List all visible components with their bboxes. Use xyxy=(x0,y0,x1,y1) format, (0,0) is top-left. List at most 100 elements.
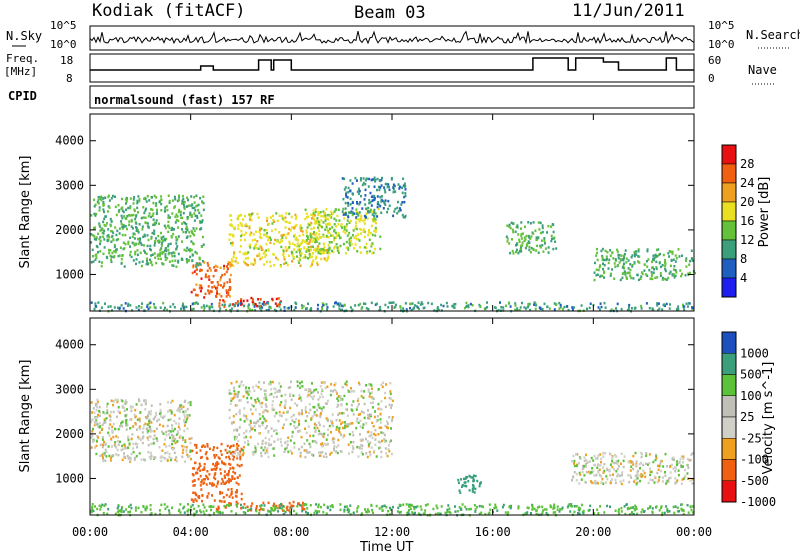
heatmap-cell xyxy=(312,390,315,394)
heatmap-cell xyxy=(249,436,252,439)
heatmap-cell xyxy=(240,229,243,233)
heatmap-cell xyxy=(518,249,521,253)
heatmap-cell xyxy=(327,428,330,431)
heatmap-cell xyxy=(622,465,625,469)
heatmap-cell xyxy=(528,245,531,249)
heatmap-cell xyxy=(390,419,393,423)
heatmap-cell xyxy=(177,259,180,263)
heatmap-cell xyxy=(383,188,386,192)
heatmap-cell xyxy=(207,285,210,288)
heatmap-cell xyxy=(286,248,289,251)
heatmap-cell xyxy=(366,250,369,254)
heatmap-cell xyxy=(269,383,272,386)
heatmap-cell xyxy=(93,198,96,202)
heatmap-cell xyxy=(200,481,203,484)
colorbar-tick-label: 24 xyxy=(740,176,754,190)
heatmap-cell xyxy=(552,223,555,227)
heatmap-cell xyxy=(134,506,137,509)
heatmap-cell xyxy=(390,508,393,511)
heatmap-cell xyxy=(185,446,188,449)
heatmap-cell xyxy=(283,258,286,261)
heatmap-cell xyxy=(371,224,373,228)
heatmap-cell xyxy=(410,503,412,507)
heatmap-cell xyxy=(164,258,167,261)
heatmap-cell xyxy=(402,307,405,310)
heatmap-cell xyxy=(319,385,322,388)
heatmap-cell xyxy=(396,206,399,210)
heatmap-cell xyxy=(269,306,272,310)
heatmap-cell xyxy=(612,473,614,476)
heatmap-cell xyxy=(318,247,320,251)
heatmap-cell xyxy=(148,422,151,425)
heatmap-cell xyxy=(248,218,251,221)
heatmap-cell xyxy=(183,305,186,308)
heatmap-cell xyxy=(213,476,216,479)
heatmap-cell xyxy=(231,259,234,263)
heatmap-cell xyxy=(366,217,369,220)
heatmap-cell xyxy=(299,264,302,267)
heatmap-cell xyxy=(298,423,300,426)
heatmap-cell xyxy=(228,495,231,498)
heatmap-cell xyxy=(263,300,266,304)
heatmap-cell xyxy=(113,255,116,258)
heatmap-cell xyxy=(131,405,134,409)
heatmap-cell xyxy=(264,403,267,406)
heatmap-cell xyxy=(249,419,252,423)
heatmap-cell xyxy=(318,454,321,457)
heatmap-cell xyxy=(94,446,96,449)
heatmap-cell xyxy=(153,434,156,437)
heatmap-cell xyxy=(307,425,310,428)
heatmap-cell xyxy=(91,248,94,252)
heatmap-cell xyxy=(600,305,603,309)
heatmap-cell xyxy=(203,261,206,264)
heatmap-cell xyxy=(325,443,328,447)
heatmap-cell xyxy=(609,505,611,508)
heatmap-cell xyxy=(319,505,322,509)
heatmap-cell xyxy=(385,506,388,509)
heatmap-cell xyxy=(189,441,192,445)
heatmap-cell xyxy=(585,453,587,457)
heatmap-cell xyxy=(411,302,414,305)
heatmap-cell xyxy=(349,189,352,192)
heatmap-cell xyxy=(258,252,261,256)
heatmap-cell xyxy=(278,390,281,393)
heatmap-cell xyxy=(152,442,155,445)
heatmap-cell xyxy=(229,446,231,449)
heatmap-cell xyxy=(96,398,99,402)
heatmap-cell xyxy=(355,234,357,238)
heatmap-cell xyxy=(104,224,107,227)
heatmap-cell xyxy=(243,304,246,308)
heatmap-cell xyxy=(291,242,294,245)
heatmap-cell xyxy=(236,445,239,448)
heatmap-cell xyxy=(210,302,213,306)
heatmap-cell xyxy=(168,452,171,456)
heatmap-cell xyxy=(247,263,250,267)
heatmap-cell xyxy=(152,201,155,205)
heatmap-cell xyxy=(228,392,231,395)
heatmap-cell xyxy=(344,201,347,205)
heatmap-cell xyxy=(119,246,122,249)
heatmap-cell xyxy=(164,239,166,242)
heatmap-cell xyxy=(247,508,250,512)
heatmap-cell xyxy=(145,252,148,255)
heatmap-cell xyxy=(295,512,298,515)
heatmap-cell xyxy=(231,450,234,454)
heatmap-cell xyxy=(161,455,164,459)
heatmap-cell xyxy=(102,411,105,414)
heatmap-cell xyxy=(501,506,504,509)
heatmap-cell xyxy=(206,470,209,473)
heatmap-cell xyxy=(230,479,232,482)
heatmap-cell xyxy=(308,240,311,244)
heatmap-cell xyxy=(243,432,246,435)
x-tick-label: 00:00 xyxy=(676,525,712,539)
x-tick-label: 08:00 xyxy=(273,525,309,539)
heatmap-cell xyxy=(104,421,107,424)
heatmap-cell xyxy=(535,513,538,516)
heatmap-cell xyxy=(99,197,102,200)
heatmap-cell xyxy=(602,466,605,469)
heatmap-cell xyxy=(309,264,312,268)
heatmap-cell xyxy=(402,215,405,219)
heatmap-cell xyxy=(457,481,460,485)
heatmap-cell xyxy=(273,242,275,246)
heatmap-cell xyxy=(272,395,275,399)
